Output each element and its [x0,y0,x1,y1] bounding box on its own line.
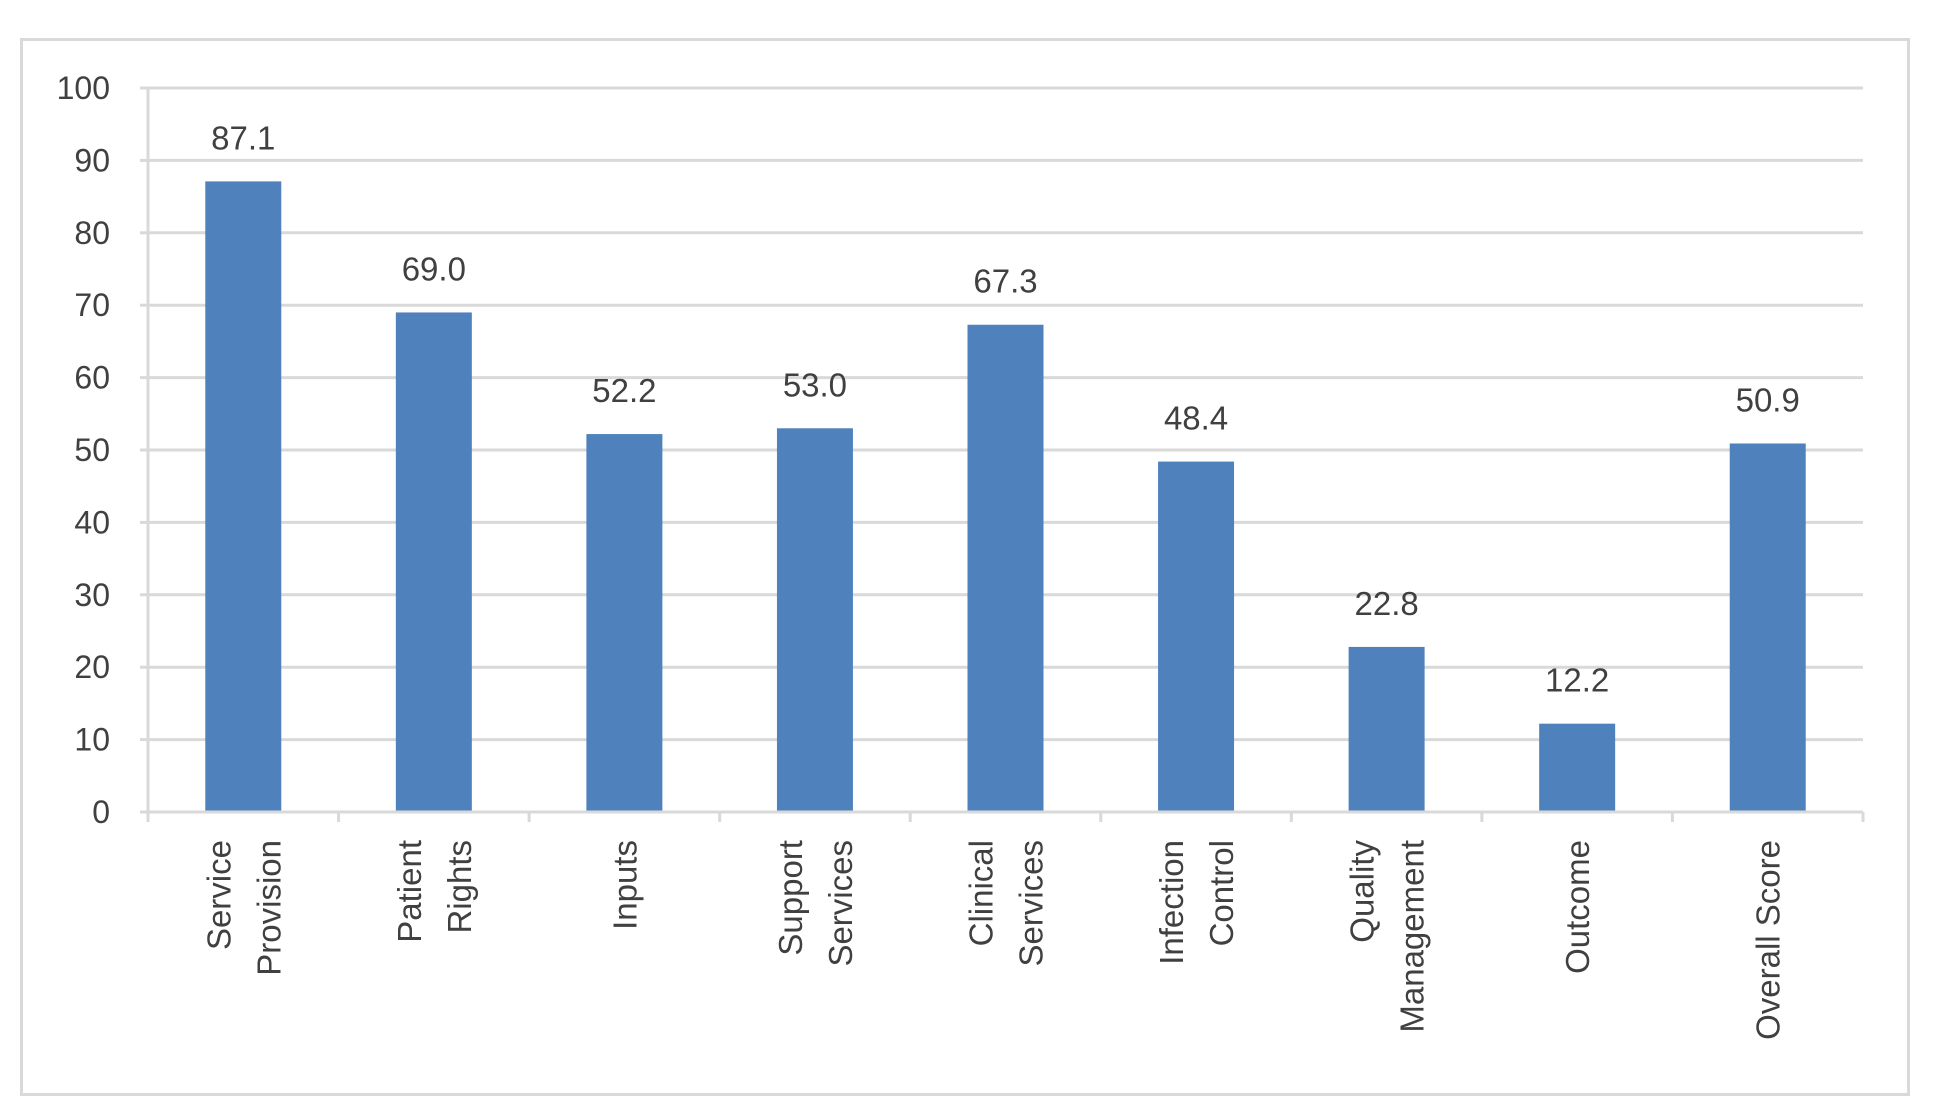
category-label-line: Provision [250,840,287,976]
bar [586,434,663,812]
data-label: 12.2 [1545,662,1609,699]
data-label: 48.4 [1164,400,1228,437]
data-labels: 87.1 69.0 52.2 53.0 67.3 48.4 22.8 12.2 50.9 [211,119,1800,698]
category-label-line: Infection [1153,840,1190,965]
category-label-line: Management [1394,840,1431,1033]
bar [1539,723,1616,812]
category-label: Outcome [1559,840,1596,974]
y-tick-label: 80 [74,215,110,251]
category-label-line: Services [822,840,859,967]
y-tick-label: 0 [92,794,110,830]
y-tick-label: 30 [74,577,110,613]
bars [205,181,1806,812]
y-axis-ticks: 0 10 20 30 40 50 60 70 80 90 100 [57,70,150,830]
data-label: 22.8 [1354,585,1418,622]
y-tick-label: 60 [74,360,110,396]
data-label: 69.0 [402,250,466,287]
category-label: Infection Control [1153,840,1240,965]
y-tick-label: 70 [74,287,110,323]
data-label: 87.1 [211,119,275,156]
bar [395,312,472,812]
category-label-line: Patient [391,840,428,943]
data-label: 52.2 [592,372,656,409]
category-label: Quality Management [1344,840,1431,1033]
y-tick-label: 10 [74,722,110,758]
category-label-line: Quality [1344,840,1381,943]
bar [205,181,282,812]
data-label: 67.3 [973,263,1037,300]
category-label: Overall Score [1750,840,1787,1040]
y-tick-label: 100 [57,70,110,106]
y-tick-label: 50 [74,432,110,468]
category-label: Support Services [772,840,859,967]
category-label-line: Overall Score [1750,840,1787,1040]
category-label-line: Rights [441,840,478,934]
category-label-line: Inputs [606,840,643,930]
category-label-line: Outcome [1559,840,1596,974]
category-label-line: Clinical [963,840,1000,946]
bar [1158,461,1235,812]
category-label-line: Service [200,840,237,950]
y-tick-label: 90 [74,142,110,178]
category-labels: Service Provision Patient Rights Inputs Suppo… [200,840,1786,1040]
bar [776,428,853,812]
bar [1348,646,1425,812]
x-axis [146,810,1865,822]
category-label: Patient Rights [391,840,478,943]
data-label: 53.0 [783,366,847,403]
bar [1729,443,1806,812]
y-tick-label: 40 [74,504,110,540]
y-tick-label: 20 [74,649,110,685]
category-label: Clinical Services [963,840,1050,967]
chart-frame [20,38,1910,1096]
category-label: Service Provision [200,840,287,976]
category-label-line: Services [1013,840,1050,967]
bar [967,324,1044,812]
category-label-line: Support [772,840,809,956]
category-label: Inputs [606,840,643,930]
data-label: 50.9 [1736,381,1800,418]
category-label-line: Control [1203,840,1240,946]
